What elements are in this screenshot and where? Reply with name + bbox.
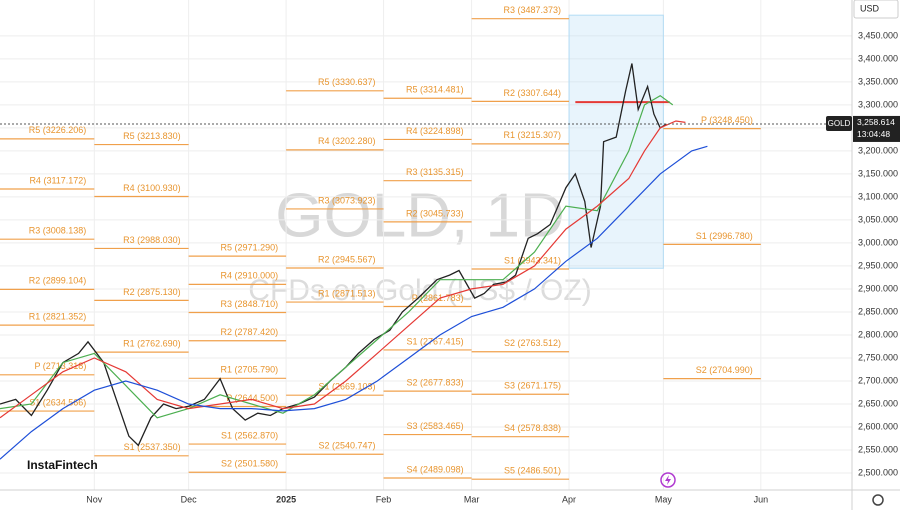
settings-icon[interactable]: [872, 494, 884, 506]
currency-box[interactable]: [853, 0, 899, 19]
lightning-icon[interactable]: [665, 475, 671, 485]
lightning-icon[interactable]: [660, 472, 676, 488]
y-tick-label: 3,300.000: [858, 99, 898, 109]
y-tick-label: 3,200.000: [858, 145, 898, 155]
y-tick-label: 3,350.000: [858, 76, 898, 86]
pivot-label: S4 (2578.838): [504, 423, 561, 433]
plot-area: R5 (3226.206) R4 (3117.172) R3 (3008.138) R…: [0, 0, 852, 490]
pivot-label: R5 (3226.206): [29, 125, 87, 135]
y-tick-label: 3,400.000: [858, 53, 898, 63]
pivot-label: R4 (3202.280): [318, 136, 376, 146]
pivot-label: R3 (2988.030): [123, 235, 181, 245]
x-tick-label: Jun: [754, 494, 769, 504]
pivot-label: R3 (3073.923): [318, 195, 376, 205]
y-tick-label: 3,450.000: [858, 30, 898, 40]
pivot-label: R2 (3307.644): [504, 88, 562, 98]
x-tick-label: Mar: [464, 494, 480, 504]
y-tick-label: 3,100.000: [858, 191, 898, 201]
price-tag-value: 3,258.614: [857, 117, 895, 127]
x-tick-label: Apr: [562, 494, 576, 504]
pivot-label: R3 (3487.373): [504, 5, 562, 15]
pivot-label: S1 (2634.566): [29, 397, 86, 407]
pivot-label: R2 (2875.130): [123, 287, 181, 297]
y-tick-label: 2,650.000: [858, 398, 898, 408]
y-tick-label: 2,500.000: [858, 467, 898, 477]
y-tick-label: 2,700.000: [858, 375, 898, 385]
y-tick-label: 2,900.000: [858, 283, 898, 293]
price-tag: [853, 115, 900, 142]
pivot-label: S1 (2767.415): [407, 336, 464, 346]
pivot-label: P (2861.783): [412, 293, 464, 303]
pivot-label: R3 (3135.315): [406, 167, 464, 177]
pivot-label: S5 (2486.501): [504, 466, 561, 476]
pivot-label: S2 (2704.990): [696, 365, 753, 375]
pivot-label: R4 (3100.930): [123, 183, 181, 193]
price-tag-countdown: 13:04:48: [857, 129, 890, 139]
pivot-label: R2 (2899.104): [29, 276, 87, 286]
pivot-label: R4 (2910.000): [221, 271, 279, 281]
pivot-label: S3 (2583.465): [407, 421, 464, 431]
pivot-label: R1 (2821.352): [29, 311, 87, 321]
pivot-label: R3 (2848.710): [221, 299, 279, 309]
pivot-label: R1 (2705.790): [221, 365, 279, 375]
pivot-label: R5 (3314.481): [406, 85, 464, 95]
pivot-label: S1 (2562.870): [221, 430, 278, 440]
pivot-label: S2 (2540.747): [319, 441, 376, 451]
pivot-label: P (3248.450): [701, 115, 753, 125]
x-tick-label: Dec: [181, 494, 198, 504]
pivot-label: S1 (2669.103): [319, 382, 376, 392]
pivot-label: S2 (2501.580): [221, 459, 278, 469]
pivot-label: R1 (2871.513): [318, 288, 376, 298]
y-tick-label: 2,950.000: [858, 260, 898, 270]
pivot-label: P (2644.500): [226, 393, 278, 403]
moving-average: [0, 145, 708, 460]
moving-average: [0, 120, 686, 419]
watermark-subtitle: CFDs on Gold (US$ / OZ): [248, 274, 591, 307]
pivot-label: R2 (2787.420): [221, 327, 279, 337]
x-tick-label: May: [655, 494, 673, 504]
x-tick-label: Feb: [376, 494, 392, 504]
pivot-label: S1 (2943.341): [504, 255, 561, 265]
pivot-label: S2 (2763.512): [504, 338, 561, 348]
x-tick-label: 2025: [276, 494, 296, 504]
pivot-label: S2 (2677.833): [407, 378, 464, 388]
pivot-label: R5 (3330.637): [318, 77, 376, 87]
currency[interactable]: USD: [860, 3, 880, 13]
y-tick-label: 2,800.000: [858, 329, 898, 339]
profile-region: [568, 14, 664, 269]
pivot-label: R1 (3215.307): [504, 130, 562, 140]
pivot-label: R1 (2762.690): [123, 338, 181, 348]
watermark-title: GOLD, 1D: [275, 181, 564, 250]
y-tick-label: 2,850.000: [858, 306, 898, 316]
symbol-tag-text: GOLD: [828, 119, 851, 128]
y-tick-label: 3,050.000: [858, 214, 898, 224]
pivot-label: S1 (2996.780): [696, 231, 753, 241]
y-tick-label: 2,550.000: [858, 444, 898, 454]
y-tick-label: 2,600.000: [858, 421, 898, 431]
symbol-tag: [826, 115, 852, 131]
pivot-label: S3 (2671.175): [504, 381, 561, 391]
pivot-label: R2 (2945.567): [318, 254, 376, 264]
pivot-label: R5 (2971.290): [221, 243, 279, 253]
y-tick-label: 2,750.000: [858, 352, 898, 362]
x-tick-label: Nov: [86, 494, 103, 504]
pivot-label: R4 (3117.172): [29, 175, 86, 185]
y-tick-label: 3,000.000: [858, 237, 898, 247]
pivot-label: R3 (3008.138): [29, 226, 87, 236]
y-tick-label: 3,150.000: [858, 168, 898, 178]
pivot-label: R4 (3224.898): [406, 126, 464, 136]
pivot-label: R2 (3045.733): [406, 208, 464, 218]
pivot-label: R5 (3213.830): [123, 131, 181, 141]
pivot-label: S4 (2489.098): [407, 464, 464, 474]
price-line: [0, 63, 667, 447]
brand: InstaFintech: [27, 458, 98, 472]
pivot-label: S1 (2537.350): [124, 442, 181, 452]
